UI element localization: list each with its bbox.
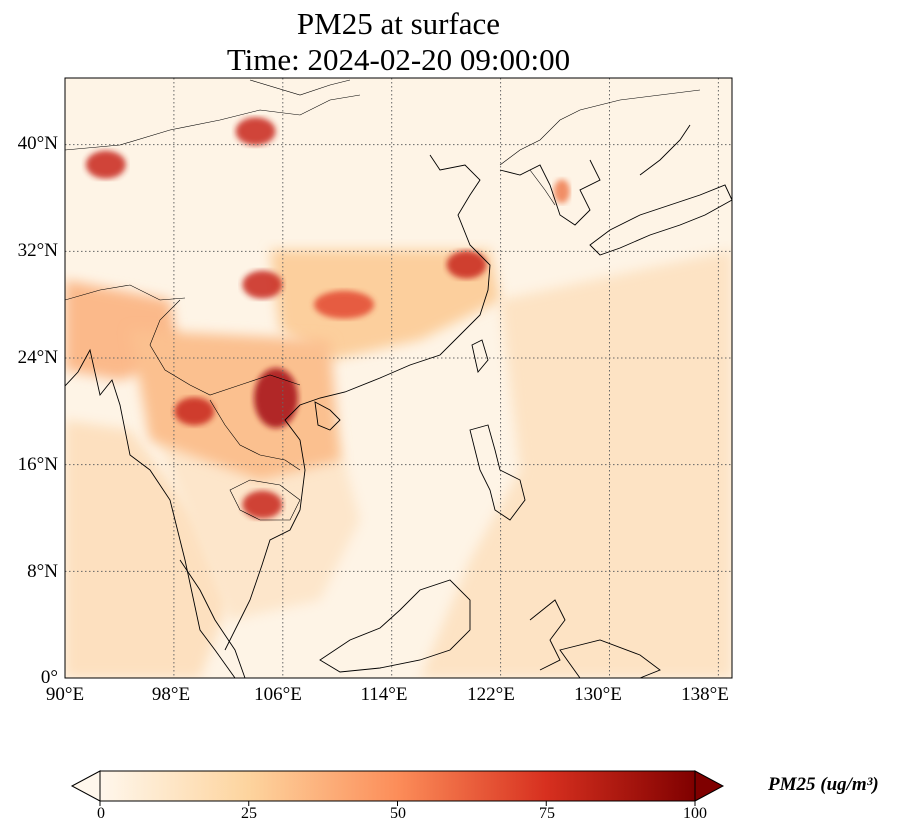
lat-label-32n: 32°N — [17, 240, 58, 261]
chart-subtitle: Time: 2024-02-20 09:00:00 — [226, 42, 571, 77]
borneo-outline — [319, 579, 471, 673]
pm25-hotspot — [253, 368, 298, 428]
pm25-hotspot — [174, 397, 215, 426]
colorbar-tick-100: 100 — [683, 805, 707, 822]
lon-label-98e: 98°E — [151, 684, 191, 705]
gridlines — [65, 78, 732, 678]
lon-label-106e: 106°E — [254, 684, 302, 705]
colorbar-extend-high — [694, 770, 725, 802]
coastlines — [65, 124, 732, 678]
japan-north-outline — [639, 124, 691, 176]
south-china-haze — [270, 250, 500, 360]
borders — [65, 79, 701, 521]
pm25-hotspot — [446, 250, 487, 279]
lat-label-16n: 16°N — [17, 454, 58, 475]
lon-label-130e: 130°E — [574, 684, 622, 705]
pm25-hotspot — [314, 290, 375, 319]
lon-label-90e: 90°E — [45, 684, 85, 705]
philippines-outline — [469, 424, 526, 521]
pm25-hotspot — [553, 179, 570, 204]
chart-title: PM25 at surface — [296, 6, 501, 41]
colorbar-label: PM25 (ug/m³) — [768, 774, 879, 795]
japan-outline — [589, 184, 732, 256]
colorbar-tick-0: 0 — [97, 805, 105, 822]
pm25-hotspot — [85, 150, 126, 179]
hotspot-layer — [85, 117, 570, 519]
lon-label-114e: 114°E — [360, 684, 408, 705]
pm25-hotspot — [235, 117, 276, 146]
colorbar-tick-75: 75 — [539, 805, 555, 822]
lat-label-0: 0° — [40, 667, 58, 688]
lon-label-122e: 122°E — [467, 684, 515, 705]
lat-label-40n: 40°N — [17, 133, 58, 154]
lon-label-138e: 138°E — [681, 684, 729, 705]
bay-of-bengal-haze — [65, 420, 230, 678]
colorbar-gradient — [99, 770, 696, 802]
lat-label-8n: 8°N — [27, 561, 58, 582]
sumatra-outline — [179, 559, 246, 678]
colorbar-tick-25: 25 — [241, 805, 257, 822]
colorbar — [70, 770, 725, 806]
hainan-outline — [314, 401, 341, 431]
map-frame — [64, 77, 733, 679]
mainland-sea-haze — [130, 330, 340, 480]
pm25-hotspot — [242, 270, 283, 299]
sulawesi-outline — [529, 599, 566, 671]
new-guinea-outline — [559, 639, 661, 678]
pm25-hotspot — [242, 490, 283, 519]
colorbar-tick-50: 50 — [390, 805, 406, 822]
lat-label-24n: 24°N — [17, 347, 58, 368]
taiwan-outline — [471, 339, 489, 373]
colorbar-extend-low — [70, 770, 101, 802]
